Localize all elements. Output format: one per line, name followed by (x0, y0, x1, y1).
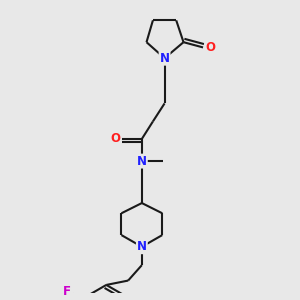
Text: N: N (160, 52, 170, 65)
Text: F: F (63, 285, 71, 298)
Text: N: N (137, 154, 147, 168)
Text: O: O (205, 41, 215, 54)
Text: N: N (137, 240, 147, 253)
Text: O: O (110, 132, 120, 146)
